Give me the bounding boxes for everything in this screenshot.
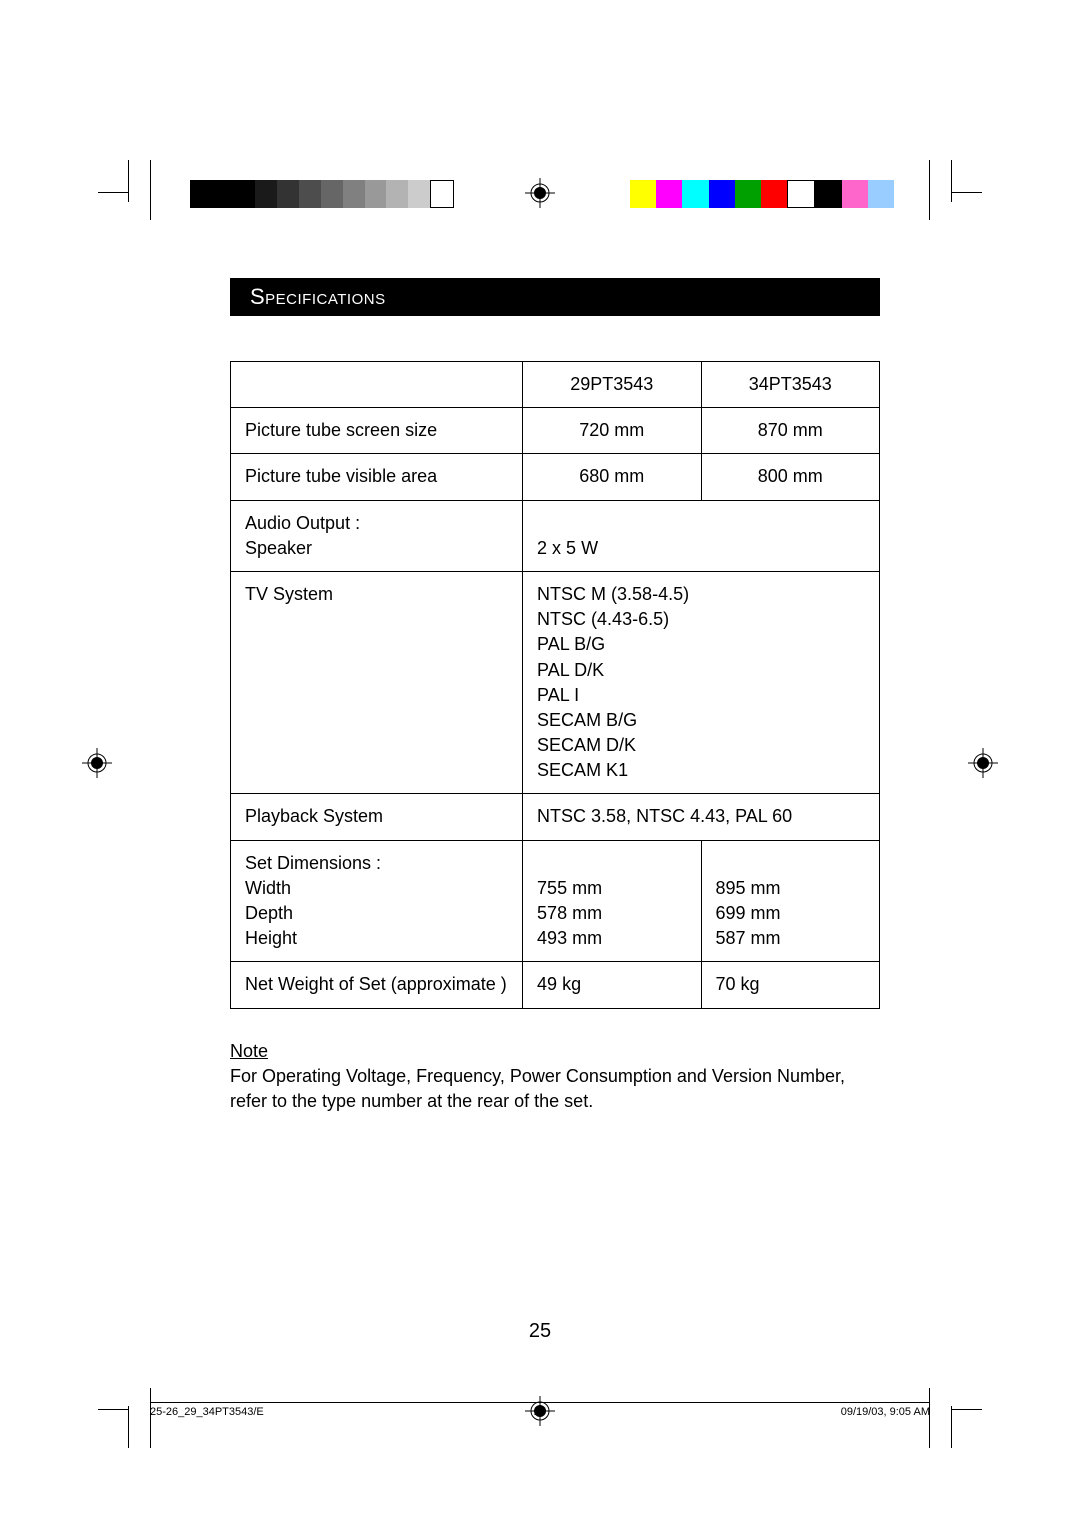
- crop-mark: [951, 160, 952, 202]
- crop-mark: [98, 1409, 128, 1410]
- color-swatch: [815, 180, 841, 208]
- page-content: Specifications 29PT3543 34PT3543 Picture…: [230, 278, 880, 1114]
- crop-mark: [952, 1409, 982, 1410]
- grayscale-calibration-bar: [190, 180, 454, 208]
- color-swatch: [709, 180, 735, 208]
- color-swatch: [761, 180, 787, 208]
- footer-center: 25: [534, 1406, 546, 1418]
- column-header: 34PT3543: [701, 362, 879, 408]
- gray-swatch: [190, 180, 212, 208]
- title-text: Specifications: [250, 284, 386, 309]
- cell-value: 870 mm: [701, 408, 879, 454]
- row-label: Net Weight of Set (approximate ): [231, 962, 523, 1008]
- crop-mark: [929, 1388, 930, 1448]
- column-header: 29PT3543: [523, 362, 701, 408]
- crop-mark: [150, 1388, 151, 1448]
- crop-mark: [98, 192, 128, 193]
- gray-swatch: [299, 180, 321, 208]
- crop-mark: [128, 160, 129, 202]
- registration-mark-icon: [968, 748, 998, 778]
- gray-swatch: [212, 180, 234, 208]
- table-row: Playback System NTSC 3.58, NTSC 4.43, PA…: [231, 794, 880, 840]
- footer-left: 25-26_29_34PT3543/E: [150, 1406, 264, 1418]
- registration-mark-icon: [525, 178, 555, 208]
- cell-value: NTSC 3.58, NTSC 4.43, PAL 60: [523, 794, 880, 840]
- crop-mark: [951, 1406, 952, 1448]
- footer-right: 09/19/03, 9:05 AM: [841, 1406, 930, 1418]
- note-label: Note: [230, 1041, 268, 1061]
- row-label: Picture tube screen size: [231, 408, 523, 454]
- cell-value: 755 mm 578 mm 493 mm: [523, 840, 701, 962]
- table-row: Net Weight of Set (approximate ) 49 kg 7…: [231, 962, 880, 1008]
- table-row: Audio Output : Speaker 2 x 5 W: [231, 500, 880, 571]
- registration-mark-icon: [82, 748, 112, 778]
- table-row: Set Dimensions : Width Depth Height 755 …: [231, 840, 880, 962]
- cell-value: 2 x 5 W: [523, 500, 880, 571]
- color-swatch: [868, 180, 894, 208]
- row-label: Set Dimensions : Width Depth Height: [231, 840, 523, 962]
- cell-value: 70 kg: [701, 962, 879, 1008]
- crop-mark: [128, 1406, 129, 1448]
- crop-mark: [150, 160, 151, 220]
- row-label: Audio Output : Speaker: [231, 500, 523, 571]
- cell-value: NTSC M (3.58-4.5) NTSC (4.43-6.5) PAL B/…: [523, 571, 880, 794]
- gray-swatch: [321, 180, 343, 208]
- note-block: Note For Operating Voltage, Frequency, P…: [230, 1039, 880, 1115]
- cell-value: 720 mm: [523, 408, 701, 454]
- crop-mark: [952, 192, 982, 193]
- gray-swatch: [277, 180, 299, 208]
- gray-swatch: [234, 180, 256, 208]
- table-row: TV System NTSC M (3.58-4.5) NTSC (4.43-6…: [231, 571, 880, 794]
- cell-value: 680 mm: [523, 454, 701, 500]
- color-swatch: [656, 180, 682, 208]
- color-swatch: [630, 180, 656, 208]
- row-label: Picture tube visible area: [231, 454, 523, 500]
- color-swatch: [787, 180, 815, 208]
- table-row: 29PT3543 34PT3543: [231, 362, 880, 408]
- color-swatch: [842, 180, 868, 208]
- print-footer: 25-26_29_34PT3543/E 25 09/19/03, 9:05 AM: [150, 1402, 930, 1418]
- gray-swatch: [365, 180, 387, 208]
- gray-swatch: [386, 180, 408, 208]
- table-row: Picture tube visible area 680 mm 800 mm: [231, 454, 880, 500]
- row-label: Playback System: [231, 794, 523, 840]
- gray-swatch: [430, 180, 454, 208]
- row-label: TV System: [231, 571, 523, 794]
- gray-swatch: [408, 180, 430, 208]
- cell-value: 800 mm: [701, 454, 879, 500]
- specifications-table: 29PT3543 34PT3543 Picture tube screen si…: [230, 361, 880, 1009]
- table-row: Picture tube screen size 720 mm 870 mm: [231, 408, 880, 454]
- gray-swatch: [343, 180, 365, 208]
- color-swatch: [682, 180, 708, 208]
- cell-value: 895 mm 699 mm 587 mm: [701, 840, 879, 962]
- section-title: Specifications: [230, 278, 880, 316]
- color-swatch: [735, 180, 761, 208]
- note-text: For Operating Voltage, Frequency, Power …: [230, 1066, 845, 1111]
- page-number: 25: [0, 1320, 1080, 1343]
- cell-value: 49 kg: [523, 962, 701, 1008]
- gray-swatch: [255, 180, 277, 208]
- cell-blank: [231, 362, 523, 408]
- crop-mark: [929, 160, 930, 220]
- color-calibration-bar: [630, 180, 894, 208]
